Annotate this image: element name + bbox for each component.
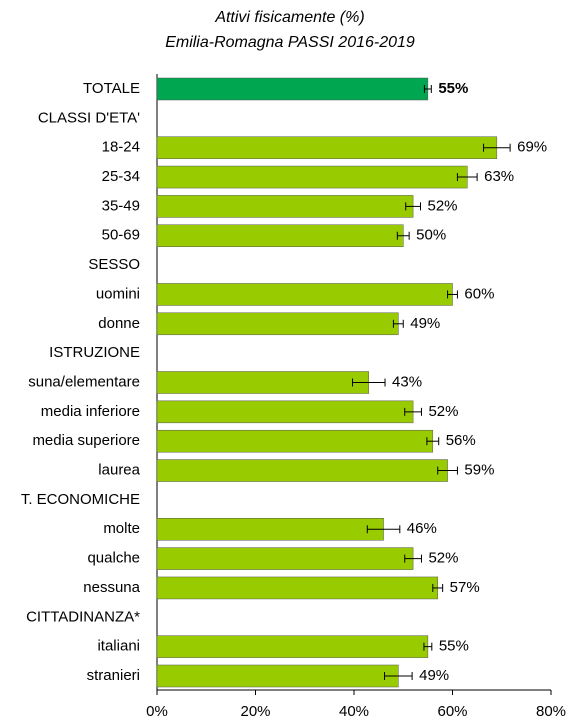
data-label: 60% [464,285,494,302]
error-bar [432,583,444,592]
error-bar [426,437,440,446]
y-tick-label: CITTADINANZA* [26,608,140,625]
error-bar [423,642,433,651]
x-tick-label: 0% [146,703,168,720]
y-tick-label: qualche [87,550,140,567]
y-tick-label: 35-49 [102,197,140,214]
error-bar [392,319,404,328]
y-tick-label: laurea [98,462,140,479]
y-tick-label: 50-69 [102,227,140,244]
error-bar [404,554,422,563]
data-label: 49% [419,667,449,684]
error-bar [447,290,458,299]
bar [156,400,414,424]
error-bar [423,85,432,93]
y-tick-label: 18-24 [102,139,140,156]
bar [156,635,429,658]
bar [156,518,384,541]
y-tick-label: nessuna [83,579,140,596]
bar [156,136,498,159]
y-tick-label: TOTALE [83,80,140,97]
error-bar [405,202,421,211]
error-bar [483,143,511,152]
y-tick-label: media superiore [32,432,140,449]
error-bar [396,231,410,240]
error-bar [366,525,401,534]
data-label: 52% [427,197,457,214]
bar [156,224,404,247]
bar [156,429,434,453]
bar [156,371,370,394]
x-tick-label: 60% [437,703,467,720]
error-bar [456,173,478,182]
bar [156,312,399,336]
data-label: 59% [464,462,494,479]
y-tick-label: italiani [97,638,140,655]
bar [156,165,468,189]
y-tick-label: media inferiore [41,403,140,420]
y-tick-label: SESSO [88,256,140,273]
y-tick-label: suna/elementare [28,373,140,390]
chart-title: Attivi fisicamente (%) [214,9,364,26]
bar [156,77,429,101]
data-label: 69% [517,139,547,156]
data-label: 43% [392,373,422,390]
y-tick-label: molte [103,520,140,537]
x-tick-label: 40% [339,703,369,720]
data-label: 56% [446,432,476,449]
x-tick-label: 80% [536,703,566,720]
data-label: 52% [428,550,458,567]
y-tick-label: CLASSI D'ETA' [38,109,140,126]
data-label: 57% [450,579,480,596]
error-bar [404,407,422,416]
data-label: 46% [407,520,437,537]
bar [156,576,438,600]
data-label: 55% [438,80,468,97]
bar [156,283,453,306]
bar [156,664,399,688]
error-bar [352,378,386,387]
bar [156,547,414,570]
data-label: 50% [416,227,446,244]
bar [156,459,448,482]
y-tick-label: 25-34 [102,168,140,185]
data-label: 49% [410,315,440,332]
x-tick-label: 20% [240,703,270,720]
data-label: 63% [484,168,514,185]
error-bar [437,466,458,475]
chart-subtitle: Emilia-Romagna PASSI 2016-2019 [165,34,415,51]
data-label: 52% [428,403,458,420]
y-tick-label: uomini [96,285,140,302]
y-tick-label: T. ECONOMICHE [21,491,140,508]
y-tick-label: ISTRUZIONE [49,344,140,361]
bar [156,195,414,218]
error-bar [384,672,413,680]
y-tick-label: donne [98,315,140,332]
y-tick-label: stranieri [87,667,140,684]
data-label: 55% [439,638,469,655]
